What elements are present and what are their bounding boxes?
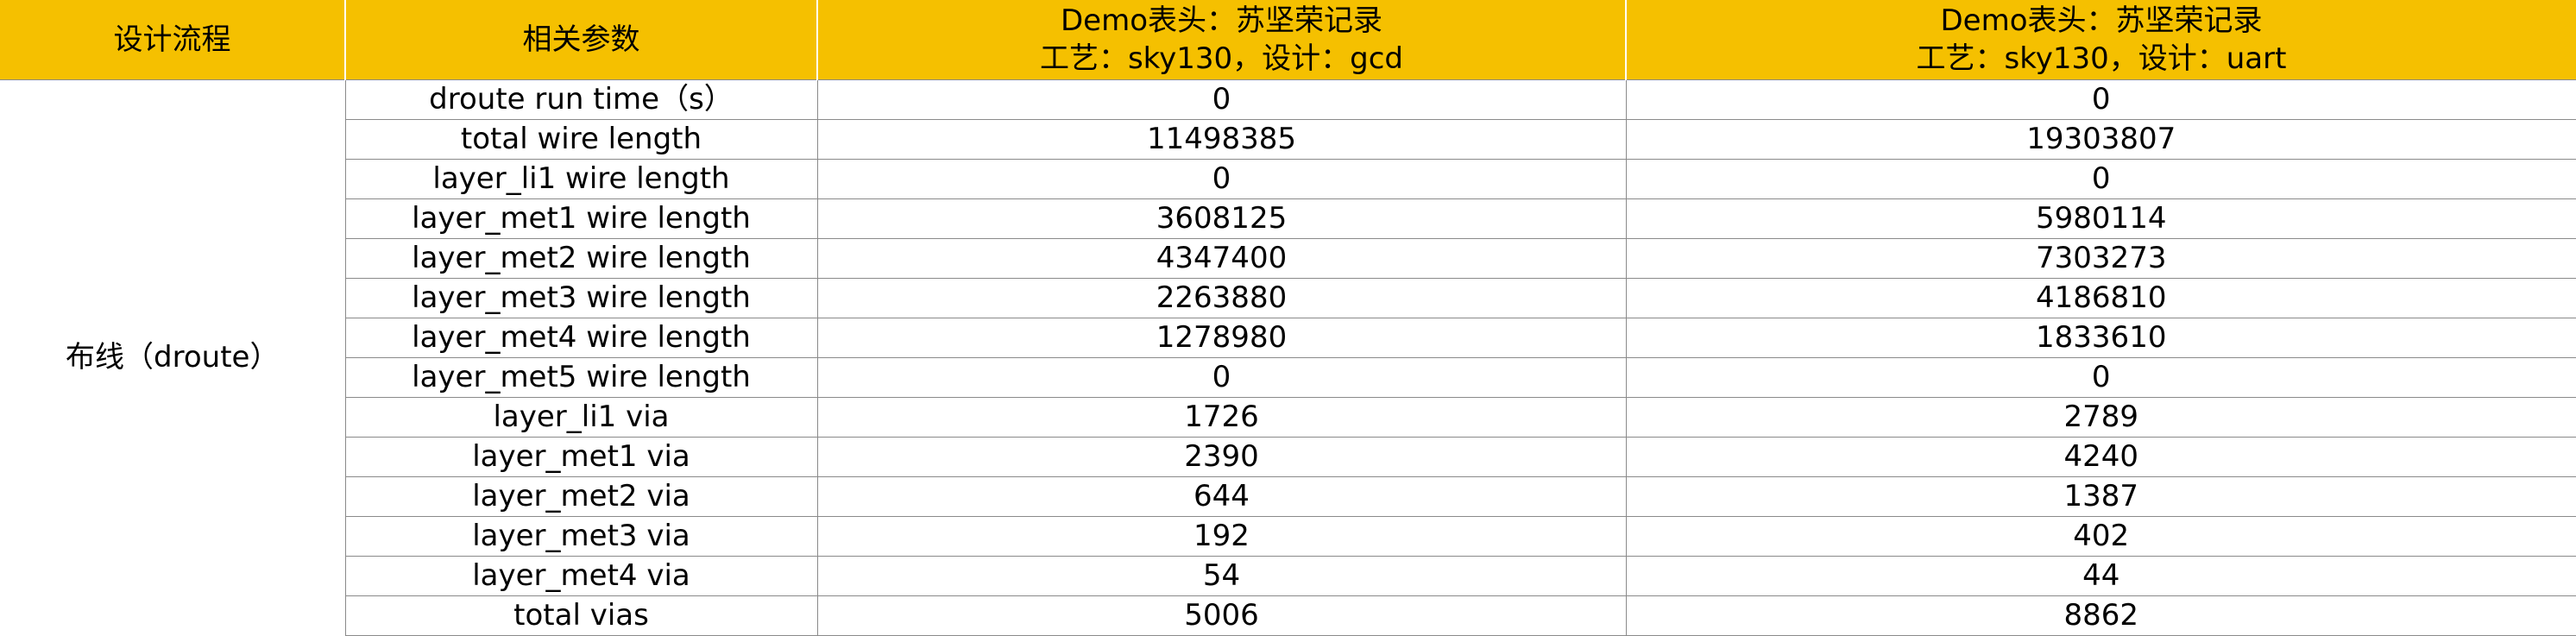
param-cell[interactable]: layer_met4 wire length xyxy=(344,318,817,358)
table-row: layer_li1 via 1726 2789 xyxy=(0,397,2576,438)
header-gcd-title: Demo表头：苏坚荣记录 xyxy=(1060,3,1383,38)
uart-value-cell[interactable]: 44 xyxy=(1625,556,2576,596)
param-cell[interactable]: layer_met3 via xyxy=(344,516,817,557)
param-cell[interactable]: total wire length xyxy=(344,119,817,160)
param-cell[interactable]: layer_met5 wire length xyxy=(344,357,817,398)
stage-cell[interactable]: 布线（droute） xyxy=(66,340,280,375)
uart-value-cell[interactable]: 19303807 xyxy=(1625,119,2576,160)
gcd-value-cell[interactable]: 4347400 xyxy=(816,238,1626,279)
param-cell[interactable]: layer_met3 wire length xyxy=(344,278,817,318)
table-row: layer_met3 wire length 2263880 4186810 xyxy=(0,278,2576,318)
table-row: layer_met1 via 2390 4240 xyxy=(0,437,2576,477)
table-row: layer_met2 via 644 1387 xyxy=(0,476,2576,517)
header-gcd-subtitle: 工艺：sky130，设计：gcd xyxy=(1039,41,1404,76)
param-cell[interactable]: layer_li1 wire length xyxy=(344,159,817,199)
gcd-value-cell[interactable]: 5006 xyxy=(816,595,1626,636)
uart-value-cell[interactable]: 4186810 xyxy=(1625,278,2576,318)
param-cell[interactable]: layer_met2 wire length xyxy=(344,238,817,279)
header-uart-title: Demo表头：苏坚荣记录 xyxy=(1940,3,2263,38)
header-uart[interactable]: Demo表头：苏坚荣记录 工艺：sky130，设计：uart xyxy=(1626,0,2576,80)
table-row: total vias 5006 8862 xyxy=(0,595,2576,636)
table-row: layer_met5 wire length 0 0 xyxy=(0,357,2576,398)
gcd-value-cell[interactable]: 0 xyxy=(816,159,1626,199)
uart-value-cell[interactable]: 2789 xyxy=(1625,397,2576,438)
header-parameters[interactable]: 相关参数 xyxy=(345,0,818,80)
table-row: layer_met3 via 192 402 xyxy=(0,516,2576,557)
gcd-value-cell[interactable]: 1726 xyxy=(816,397,1626,438)
gcd-value-cell[interactable]: 54 xyxy=(816,556,1626,596)
gcd-value-cell[interactable]: 1278980 xyxy=(816,318,1626,358)
table-body: 布线（droute） droute run time（s） 0 0 total … xyxy=(0,79,2576,636)
table-row: 布线（droute） droute run time（s） 0 0 xyxy=(0,79,2576,375)
table-header: 设计流程 相关参数 Demo表头：苏坚荣记录 工艺：sky130，设计：gcd … xyxy=(0,0,2576,80)
gcd-value-cell[interactable]: 11498385 xyxy=(816,119,1626,160)
uart-value-cell[interactable]: 4240 xyxy=(1625,437,2576,477)
gcd-value-cell[interactable]: 3608125 xyxy=(816,198,1626,239)
param-cell[interactable]: layer_met2 via xyxy=(344,476,817,517)
table-row: layer_met4 wire length 1278980 1833610 xyxy=(0,318,2576,358)
uart-value-cell[interactable]: 8862 xyxy=(1625,595,2576,636)
gcd-value-cell[interactable]: 644 xyxy=(816,476,1626,517)
header-design-flow[interactable]: 设计流程 xyxy=(0,0,346,80)
header-row: 设计流程 相关参数 Demo表头：苏坚荣记录 工艺：sky130，设计：gcd … xyxy=(0,0,2576,80)
uart-value-cell[interactable]: 0 xyxy=(1625,79,2576,120)
header-gcd[interactable]: Demo表头：苏坚荣记录 工艺：sky130，设计：gcd xyxy=(817,0,1627,80)
table-row: layer_li1 wire length 0 0 xyxy=(0,159,2576,199)
uart-value-cell[interactable]: 0 xyxy=(1625,357,2576,398)
uart-value-cell[interactable]: 0 xyxy=(1625,159,2576,199)
gcd-value-cell[interactable]: 0 xyxy=(816,79,1626,120)
param-cell[interactable]: droute run time（s） xyxy=(344,79,817,120)
gcd-value-cell[interactable]: 2390 xyxy=(816,437,1626,477)
param-cell[interactable]: total vias xyxy=(344,595,817,636)
param-cell[interactable]: layer_met4 via xyxy=(344,556,817,596)
param-cell[interactable]: layer_met1 via xyxy=(344,437,817,477)
uart-value-cell[interactable]: 5980114 xyxy=(1625,198,2576,239)
table-row: layer_met2 wire length 4347400 7303273 xyxy=(0,238,2576,279)
uart-value-cell[interactable]: 7303273 xyxy=(1625,238,2576,279)
gcd-value-cell[interactable]: 0 xyxy=(816,357,1626,398)
header-uart-subtitle: 工艺：sky130，设计：uart xyxy=(1916,41,2287,76)
param-cell[interactable]: layer_met1 wire length xyxy=(344,198,817,239)
gcd-value-cell[interactable]: 192 xyxy=(816,516,1626,557)
table-row: total wire length 11498385 19303807 xyxy=(0,119,2576,160)
gcd-value-cell[interactable]: 2263880 xyxy=(816,278,1626,318)
table-row: layer_met4 via 54 44 xyxy=(0,556,2576,596)
table-row: layer_met1 wire length 3608125 5980114 xyxy=(0,198,2576,239)
uart-value-cell[interactable]: 402 xyxy=(1625,516,2576,557)
uart-value-cell[interactable]: 1833610 xyxy=(1625,318,2576,358)
uart-value-cell[interactable]: 1387 xyxy=(1625,476,2576,517)
param-cell[interactable]: layer_li1 via xyxy=(344,397,817,438)
